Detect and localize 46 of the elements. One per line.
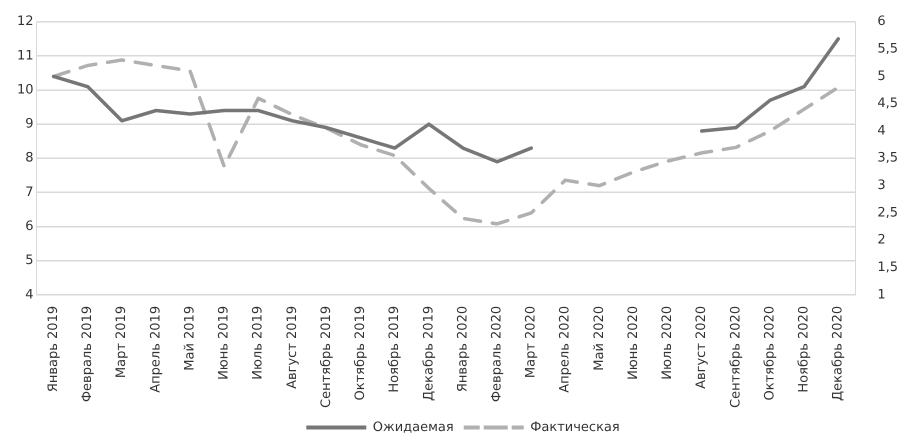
x-tick-label: Ноябрь 2020 (796, 306, 812, 393)
x-tick-label: Октябрь 2019 (353, 306, 368, 401)
y2-tick-label: 4,5 (877, 96, 898, 112)
y-tick-label: 4 (25, 287, 34, 302)
x-tick-label: Апрель 2020 (558, 306, 573, 393)
y2-tick-label: 5,5 (877, 41, 898, 56)
y2-tick-label: 6 (877, 14, 886, 30)
y2-tick-label: 1,5 (877, 260, 898, 275)
y-tick-label: 7 (25, 184, 34, 200)
x-tick-label: Июль 2020 (660, 306, 676, 380)
x-tick-label: Август 2020 (694, 306, 710, 389)
y-tick-label: 11 (16, 48, 34, 64)
x-tick-label: Январь 2020 (455, 306, 470, 392)
y-tick-label: 12 (16, 14, 34, 30)
x-tick-label: Ноябрь 2019 (387, 306, 402, 393)
y2-tick-label: 2 (877, 232, 886, 248)
x-tick-label: Март 2019 (114, 306, 130, 378)
y-tick-label: 8 (25, 150, 34, 166)
x-tick-label: Февраль 2019 (80, 306, 96, 402)
x-tick-label: Март 2020 (524, 306, 539, 378)
x-tick-label: Декабрь 2019 (421, 306, 436, 402)
legend-label: Фактическая (530, 420, 620, 435)
x-tick-label: Август 2019 (284, 306, 300, 389)
x-tick-label: Сентябрь 2019 (318, 306, 334, 408)
y-tick-label: 5 (25, 253, 34, 268)
x-tick-label: Апрель 2019 (148, 306, 164, 393)
y2-tick-label: 2,5 (877, 205, 898, 220)
y2-tick-label: 3,5 (877, 150, 898, 166)
x-tick-label: Июль 2019 (250, 306, 266, 380)
y-tick-label: 9 (25, 116, 34, 132)
y2-tick-label: 3 (877, 178, 886, 194)
x-tick-label: Сентябрь 2020 (728, 306, 744, 408)
y-tick-label: 10 (16, 82, 34, 98)
y2-tick-label: 1 (877, 287, 886, 302)
x-tick-label: Декабрь 2020 (830, 306, 846, 402)
x-tick-label: Январь 2019 (46, 306, 61, 392)
x-tick-label: Октябрь 2020 (762, 306, 778, 401)
y2-tick-label: 5 (877, 68, 886, 84)
x-tick-label: Май 2020 (592, 306, 607, 371)
y-tick-label: 6 (25, 218, 34, 234)
legend-label: Ожидаемая (372, 420, 454, 435)
x-tick-label: Июнь 2020 (626, 306, 641, 380)
x-tick-label: Февраль 2020 (489, 306, 504, 402)
x-tick-label: Июнь 2019 (216, 306, 232, 380)
y2-tick-label: 4 (877, 123, 886, 138)
x-tick-label: Май 2019 (182, 306, 198, 371)
